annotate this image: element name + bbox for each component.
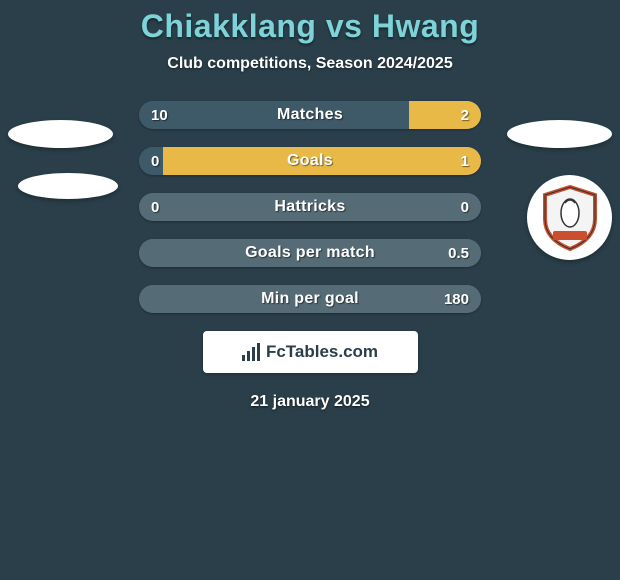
stat-bars: Matches102Goals01Hattricks00Goals per ma… <box>139 101 481 313</box>
bar-label: Matches <box>139 101 481 129</box>
stat-bar-row: Goals0 1 <box>139 147 481 175</box>
bar-value-right: 0 <box>461 193 469 221</box>
bar-value-left: 10 <box>151 101 168 129</box>
stat-bar-row: Hattricks0 0 <box>139 193 481 221</box>
subtitle: Club competitions, Season 2024/2025 <box>0 55 620 73</box>
bar-value-left: 0 <box>151 193 159 221</box>
bar-label: Goals per match <box>139 239 481 267</box>
footer-logo-text: FcTables.com <box>266 342 378 362</box>
bar-value-left: 0 <box>151 147 159 175</box>
bar-value-right: 180 <box>444 285 469 313</box>
stat-bar-row: Goals per match0.5 <box>139 239 481 267</box>
stat-bar-row: Matches10 2 <box>139 101 481 129</box>
stat-bar-row: Min per goal180 <box>139 285 481 313</box>
bar-label: Hattricks <box>139 193 481 221</box>
bar-value-right: 2 <box>461 101 469 129</box>
page-title: Chiakklang vs Hwang <box>0 8 620 45</box>
footer-date: 21 january 2025 <box>0 393 620 411</box>
bar-value-right: 0.5 <box>448 239 469 267</box>
bar-value-right: 1 <box>461 147 469 175</box>
footer-logo: FcTables.com <box>203 331 418 373</box>
bar-chart-icon <box>242 343 260 361</box>
bar-label: Goals <box>139 147 481 175</box>
bar-label: Min per goal <box>139 285 481 313</box>
content-wrapper: Chiakklang vs Hwang Club competitions, S… <box>0 0 620 580</box>
